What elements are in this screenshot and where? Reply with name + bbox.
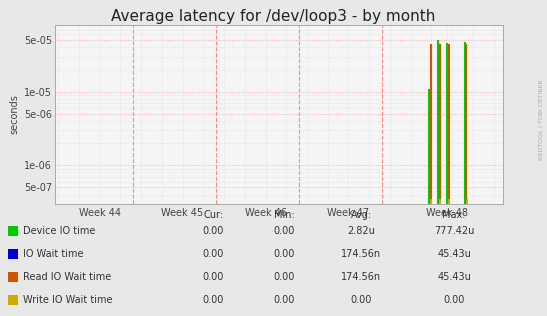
Text: 0.00: 0.00 xyxy=(202,295,224,305)
Text: 0.00: 0.00 xyxy=(202,272,224,282)
Text: Write IO Wait time: Write IO Wait time xyxy=(23,295,113,305)
Text: 0.00: 0.00 xyxy=(202,249,224,259)
Y-axis label: seconds: seconds xyxy=(10,94,20,135)
Text: Device IO time: Device IO time xyxy=(23,226,95,236)
Text: 2.82u: 2.82u xyxy=(347,226,375,236)
Text: 0.00: 0.00 xyxy=(274,272,295,282)
Text: 0.00: 0.00 xyxy=(350,295,372,305)
Text: 0.00: 0.00 xyxy=(274,249,295,259)
Text: 0.00: 0.00 xyxy=(443,295,465,305)
Text: Average latency for /dev/loop3 - by month: Average latency for /dev/loop3 - by mont… xyxy=(111,9,436,24)
Text: Min:: Min: xyxy=(274,210,295,220)
Text: 0.00: 0.00 xyxy=(274,226,295,236)
Text: 0.00: 0.00 xyxy=(202,226,224,236)
Text: 777.42u: 777.42u xyxy=(434,226,474,236)
Text: 45.43u: 45.43u xyxy=(437,249,471,259)
Text: RRDTOOL / TOBI OETIKER: RRDTOOL / TOBI OETIKER xyxy=(538,80,543,161)
Text: 174.56n: 174.56n xyxy=(341,249,381,259)
Text: 174.56n: 174.56n xyxy=(341,272,381,282)
Text: Cur:: Cur: xyxy=(203,210,223,220)
Text: 0.00: 0.00 xyxy=(274,295,295,305)
Text: Max:: Max: xyxy=(443,210,465,220)
Text: Avg:: Avg: xyxy=(351,210,371,220)
Text: 45.43u: 45.43u xyxy=(437,272,471,282)
Text: IO Wait time: IO Wait time xyxy=(23,249,84,259)
Text: Read IO Wait time: Read IO Wait time xyxy=(23,272,111,282)
